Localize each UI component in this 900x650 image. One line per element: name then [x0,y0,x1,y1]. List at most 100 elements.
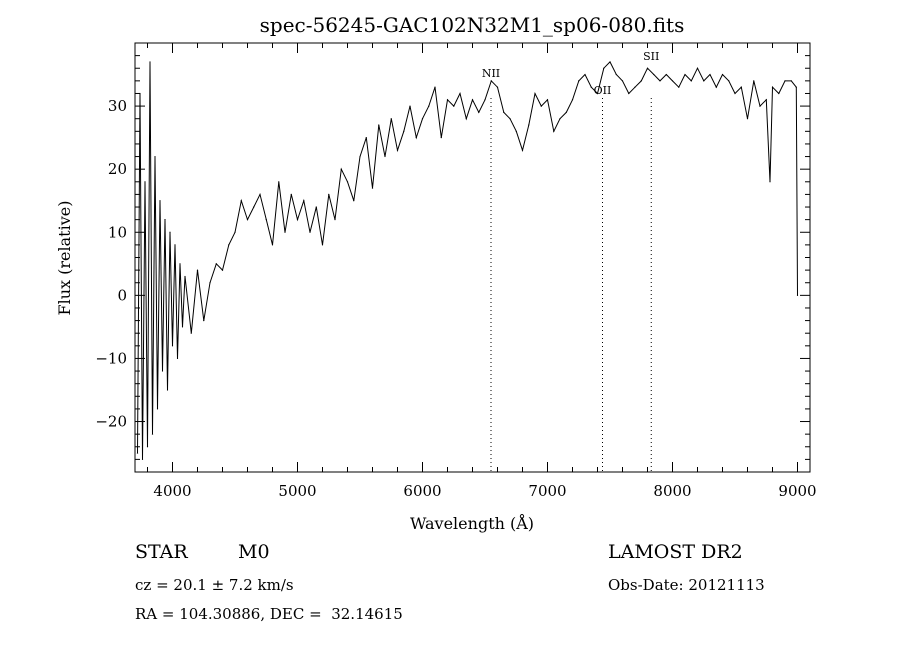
data-point [484,99,486,101]
data-point [521,149,524,151]
line-marker-label: NII [482,67,500,80]
data-point [546,99,549,101]
data-point [428,105,430,107]
data-point [759,105,761,107]
data-point [265,219,267,221]
data-point [234,231,236,233]
data-point [453,105,455,107]
data-point [209,282,211,284]
data-point [149,61,151,63]
spectral-line-markers: NII OII SII [482,50,659,472]
y-tick-label: 10 [108,223,127,241]
data-point [690,80,692,82]
data-point [278,181,280,183]
x-tick-label: 7000 [528,482,566,500]
data-point [634,86,636,88]
obs-date: Obs-Date: 20121113 [608,576,765,594]
data-point [176,357,179,360]
data-point [156,408,159,410]
survey-name: LAMOST DR2 [608,541,743,563]
data-point [296,219,299,221]
object-class: STAR [135,541,188,563]
data-point [315,206,317,208]
data-point [159,200,161,202]
data-point [790,80,792,82]
data-point [671,80,674,82]
data-point [384,155,386,158]
data-point [703,80,705,82]
data-point [221,269,224,271]
data-point [715,86,717,88]
y-axis-label: Flux (relative) [55,201,74,316]
data-point [321,244,324,246]
data-point [659,80,661,82]
redshift-text: cz = 20.1 ± 7.2 km/s [135,576,294,594]
data-point [146,446,149,448]
data-point [490,80,492,82]
data-point [328,193,330,196]
x-tick-label: 8000 [653,482,691,500]
data-point [740,86,742,88]
data-point [409,105,411,107]
data-point [465,118,467,120]
data-point [478,111,480,113]
data-point [628,92,630,95]
x-tick-label: 5000 [278,482,316,500]
data-point [609,61,611,63]
data-point [796,294,799,296]
data-point [471,99,474,101]
data-point [578,80,580,82]
data-point [139,92,141,95]
data-point [228,244,230,246]
plot-frame [134,42,811,473]
data-point [440,137,442,139]
data-point [415,137,417,139]
data-point [765,99,767,101]
data-point [390,118,392,120]
data-point [746,118,749,120]
data-point [615,73,617,76]
data-point [534,92,536,95]
data-point [596,92,599,95]
data-point [403,130,405,132]
chart-title: spec-56245-GAC102N32M1_sp06-080.fits [260,13,685,37]
data-point [446,99,449,101]
data-point [784,80,786,82]
data-point [646,67,649,69]
object-subclass: M0 [238,541,270,563]
y-tick-label: 30 [108,97,127,115]
data-point [164,219,166,221]
axis-ticks: 4000 5000 6000 7000 8000 9000 −20 −10 0 10 20 30 [95,43,817,500]
data-point [171,345,174,347]
data-point [303,200,305,202]
data-point [144,181,146,183]
data-point [590,86,592,88]
data-point [240,200,242,202]
data-point [571,99,574,101]
data-point [166,389,169,391]
data-point [169,231,171,233]
data-point [503,111,505,113]
data-point [559,118,561,120]
data-point [136,452,139,454]
data-point [603,67,605,69]
data-point [253,206,255,208]
data-point [181,326,184,328]
data-point [496,86,499,88]
x-tick-label: 9000 [778,482,816,500]
data-point [459,92,461,95]
data-point [284,231,286,233]
x-axis-label: Wavelength (Å) [410,513,534,533]
data-point [696,67,699,69]
data-point [346,181,349,183]
data-point [665,73,667,76]
spectrum-line [137,61,798,460]
data-point [353,200,355,202]
y-tick-label: 20 [108,160,127,178]
x-tick-label: 6000 [403,482,441,500]
data-point [565,111,567,113]
data-point [540,105,542,107]
data-point [174,244,176,246]
data-point [684,73,686,76]
